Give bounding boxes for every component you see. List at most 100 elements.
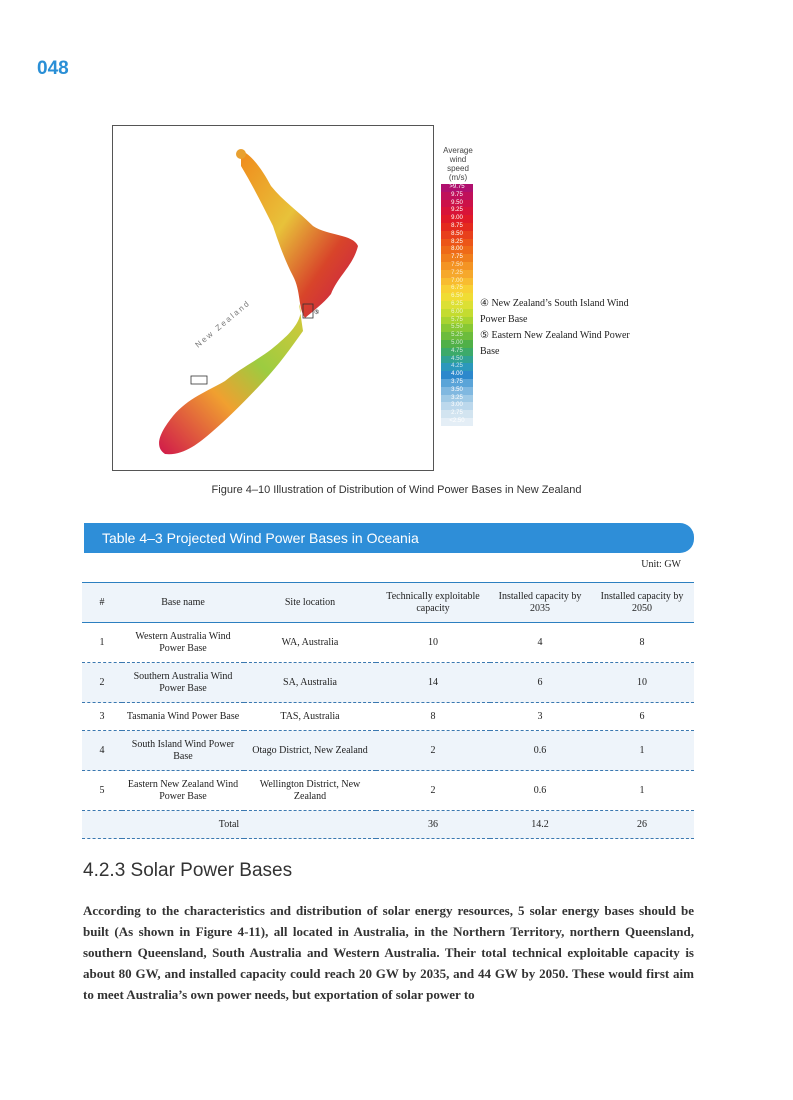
legend-swatch: 5.25 — [441, 332, 473, 340]
col-header: Base name — [122, 582, 244, 623]
legend-swatch: 5.50 — [441, 324, 473, 333]
table-row: 1 Western Australia Wind Power Base WA, Au… — [82, 622, 694, 663]
legend-title-line: wind — [449, 155, 467, 164]
table-cell: 10 — [590, 662, 694, 703]
col-header: # — [82, 582, 122, 623]
legend-swatch: 6.25 — [441, 300, 473, 309]
table-cell: 1 — [590, 730, 694, 771]
legend-color-bar: >9.75 9.75 9.50 9.25 9.00 8.75 8.50 8.25 8.00 7.7… — [441, 184, 473, 426]
table-cell: 3 — [490, 702, 590, 731]
legend-swatch: 8.50 — [441, 230, 473, 239]
base-5-marker-box — [302, 303, 314, 319]
col-header: Technically exploitable capacity — [376, 582, 490, 623]
table-cell: Wellington District, New Zealand — [244, 770, 376, 811]
table-cell: 36 — [376, 810, 490, 839]
south-island-shape — [159, 304, 303, 455]
table-cell: South Island Wind Power Base — [122, 730, 244, 771]
legend-swatch: 2.75 — [441, 410, 473, 418]
legend-swatch: 8.25 — [441, 238, 473, 247]
table-cell: 14.2 — [490, 810, 590, 839]
table-cell: 3 — [82, 702, 122, 731]
legend-swatch: 6.00 — [441, 308, 473, 317]
legend-swatch: 6.50 — [441, 293, 473, 301]
table-cell: 1 — [82, 622, 122, 663]
table-total-row: Total 36 14.2 26 — [82, 810, 694, 839]
legend-swatch: >9.75 — [441, 184, 473, 192]
north-island-shape — [241, 150, 358, 318]
table-cell: 0.6 — [490, 770, 590, 811]
legend-title-line: (m/s) — [448, 173, 468, 182]
table-cell: Tasmania Wind Power Base — [122, 702, 244, 731]
callout-base-4: ④ New Zealand’s South Island Wind Power … — [480, 298, 629, 325]
legend-swatch: 9.50 — [441, 199, 473, 208]
table-cell: 6 — [490, 662, 590, 703]
table-title: Table 4–3 Projected Wind Power Bases in … — [84, 523, 694, 553]
table-row: 2 Southern Australia Wind Power Base SA, A… — [82, 662, 694, 703]
legend-title-line: Average — [443, 146, 473, 155]
table-cell: 10 — [376, 622, 490, 663]
wind-speed-legend: Average wind speed (m/s) >9.75 9.75 9.50 9.… — [438, 146, 478, 426]
table-cell: 1 — [590, 770, 694, 811]
wind-map-figure: ⑤ New Zealand — [112, 125, 434, 471]
table-row: 4 South Island Wind Power Base Otago Distr… — [82, 730, 694, 771]
table-cell: 2 — [82, 662, 122, 703]
table-cell: 2 — [376, 730, 490, 771]
legend-title: Average wind speed (m/s) — [438, 146, 478, 182]
table-cell: 4 — [82, 730, 122, 771]
table-cell: WA, Australia — [244, 622, 376, 663]
legend-swatch: 4.50 — [441, 355, 473, 364]
legend-swatch: 3.75 — [441, 378, 473, 387]
table-cell: 4 — [490, 622, 590, 663]
col-header: Installed capacity by 2050 — [590, 582, 694, 623]
table-cell: 6 — [590, 702, 694, 731]
legend-swatch: 4.25 — [441, 363, 473, 372]
base-4-marker-box — [190, 375, 208, 385]
figure-caption: Figure 4–10 Illustration of Distribution… — [211, 484, 582, 496]
table-cell: Otago District, New Zealand — [244, 730, 376, 771]
legend-swatch: 4.00 — [441, 371, 473, 379]
legend-swatch: 4.75 — [441, 347, 473, 356]
table-cell: 8 — [590, 622, 694, 663]
base-5-marker: ⑤ — [314, 309, 319, 316]
table-cell: Southern Australia Wind Power Base — [122, 662, 244, 703]
legend-swatch: 3.00 — [441, 402, 473, 411]
new-zealand-map: ⑤ New Zealand — [159, 149, 358, 455]
legend-swatch: 8.75 — [441, 222, 473, 231]
col-header: Site location — [244, 582, 376, 623]
callout-base-5: ⑤ Eastern New Zealand Wind Power Base — [480, 330, 630, 357]
legend-swatch: <2.50 — [441, 417, 473, 426]
table-row: 5 Eastern New Zealand Wind Power Base Well… — [82, 770, 694, 811]
section-heading: 4.2.3 Solar Power Bases — [83, 860, 293, 881]
table-cell: Western Australia Wind Power Base — [122, 622, 244, 663]
table-cell: 26 — [590, 810, 694, 839]
map-label: New Zealand — [194, 298, 253, 349]
legend-swatch: 3.50 — [441, 386, 473, 395]
legend-swatch: 7.50 — [441, 261, 473, 270]
page-number: 048 — [37, 58, 69, 79]
table-cell: SA, Australia — [244, 662, 376, 703]
table-cell: 8 — [376, 702, 490, 731]
table-row: 3 Tasmania Wind Power Base TAS, Australia 8… — [82, 702, 694, 731]
legend-swatch: 5.75 — [441, 316, 473, 325]
legend-swatch: 7.00 — [441, 277, 473, 286]
table-cell: 14 — [376, 662, 490, 703]
legend-swatch: 7.25 — [441, 269, 473, 278]
section-body: According to the characteristics and dis… — [83, 903, 694, 1002]
table-cell: 5 — [82, 770, 122, 811]
table-cell: Eastern New Zealand Wind Power Base — [122, 770, 244, 811]
wind-bases-table: # Base name Site location Technically ex… — [82, 582, 694, 839]
legend-swatch: 6.75 — [441, 285, 473, 294]
legend-swatch: 9.25 — [441, 207, 473, 216]
northland-tip — [236, 149, 246, 159]
legend-swatch: 5.00 — [441, 339, 473, 348]
table-cell: Total — [82, 810, 376, 839]
legend-swatch: 9.00 — [441, 215, 473, 223]
legend-swatch: 9.75 — [441, 191, 473, 200]
table-cell: TAS, Australia — [244, 702, 376, 731]
legend-title-line: speed — [447, 164, 469, 173]
col-header: Installed capacity by 2035 — [490, 582, 590, 623]
table-header-row: # Base name Site location Technically ex… — [82, 582, 694, 623]
legend-swatch: 7.75 — [441, 254, 473, 262]
figure-callouts: ④ New Zealand’s South Island Wind Power … — [480, 296, 650, 360]
